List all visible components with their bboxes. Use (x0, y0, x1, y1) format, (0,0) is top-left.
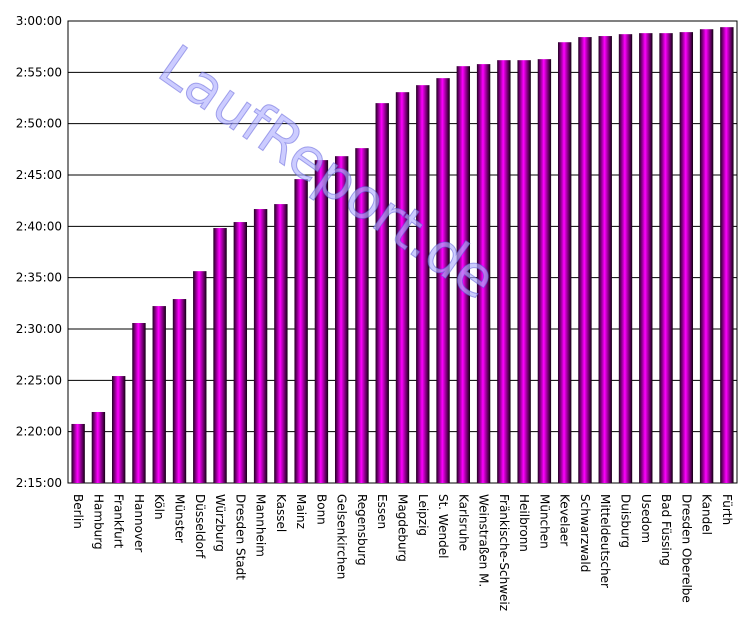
bar (456, 66, 471, 483)
x-tick-label: Münster (173, 494, 187, 543)
bar (213, 228, 227, 483)
x-tick-label: Heilbronn (517, 494, 531, 552)
y-tick-label: 2:55:00 (16, 65, 62, 79)
bar (334, 156, 349, 483)
x-tick-label: Magdeburg (396, 494, 410, 562)
bar (699, 29, 714, 484)
bar (517, 60, 531, 483)
x-tick-label: Kevelaer (558, 494, 572, 546)
x-tick-label: Berlin (71, 494, 85, 529)
x-tick-label: Mannheim (254, 494, 268, 557)
bar (253, 209, 268, 483)
bar (71, 423, 85, 483)
x-tick-label: Bad Füssing (659, 494, 673, 566)
x-tick-label: Kassel (274, 494, 288, 532)
x-tick-label: Hamburg (91, 494, 105, 550)
bar (476, 64, 491, 484)
x-tick-label: St. Wendel (436, 494, 450, 558)
bar (416, 85, 430, 484)
x-tick-label: Weinstraßen M. (477, 494, 491, 587)
y-tick-label: 2:15:00 (16, 476, 62, 490)
x-tick-label: Mitteldeutscher (598, 494, 612, 588)
x-tick-label: Essen (375, 494, 389, 529)
y-tick-label: 2:30:00 (16, 322, 62, 336)
x-tick-label: Frankfurt (112, 494, 126, 549)
y-tick-label: 2:45:00 (16, 168, 62, 182)
bar (395, 92, 410, 483)
bar (639, 33, 653, 483)
bar (193, 271, 207, 483)
bar (111, 376, 126, 483)
bar (152, 306, 166, 483)
bar (598, 36, 612, 484)
x-tick-label: Gelsenkirchen (335, 494, 349, 579)
x-tick-label: Fürth (720, 494, 734, 525)
bar (497, 60, 511, 483)
bar (172, 299, 187, 483)
y-tick-label: 2:25:00 (16, 373, 62, 387)
x-tick-label: Hannover (132, 494, 146, 552)
bar (294, 179, 308, 483)
bar (659, 33, 673, 483)
x-tick-label: Usedom (639, 494, 653, 543)
bar (436, 78, 450, 483)
bar (720, 27, 734, 483)
bar (375, 103, 389, 483)
x-tick-label: Bonn (314, 494, 328, 525)
x-tick-label: Düsseldorf (193, 494, 207, 559)
x-tick-label: Leipzig (416, 494, 430, 536)
x-tick-label: München (537, 494, 551, 549)
x-tick-label: Würzburg (213, 494, 227, 552)
x-tick-label: Mainz (294, 494, 308, 529)
x-tick-label: Fränkische-Schweiz (497, 494, 511, 611)
x-tick-label: Köln (152, 494, 166, 520)
bar (132, 323, 146, 483)
x-tick-label: Dresden Stadt (233, 494, 247, 580)
y-tick-label: 2:40:00 (16, 219, 62, 233)
x-tick-label: Regensburg (355, 494, 369, 566)
x-tick-label: Kandel (700, 494, 714, 535)
y-tick-label: 2:20:00 (16, 425, 62, 439)
bar (233, 222, 248, 484)
bar (314, 160, 329, 483)
bar (618, 34, 633, 483)
x-tick-label: Schwarzwald (578, 494, 592, 572)
y-tick-label: 2:35:00 (16, 271, 62, 285)
y-tick-label: 3:00:00 (16, 14, 62, 28)
y-tick-label: 2:50:00 (16, 117, 62, 131)
bar (274, 204, 288, 484)
bar (679, 32, 694, 483)
bar (578, 37, 592, 484)
bar (537, 59, 552, 483)
x-tick-label: Duisburg (619, 494, 633, 548)
x-tick-label: Dresden Oberelbe (679, 494, 693, 603)
x-tick-label: Karlsruhe (456, 494, 470, 551)
bar (557, 42, 572, 484)
bar (355, 148, 369, 483)
bar (91, 411, 106, 483)
